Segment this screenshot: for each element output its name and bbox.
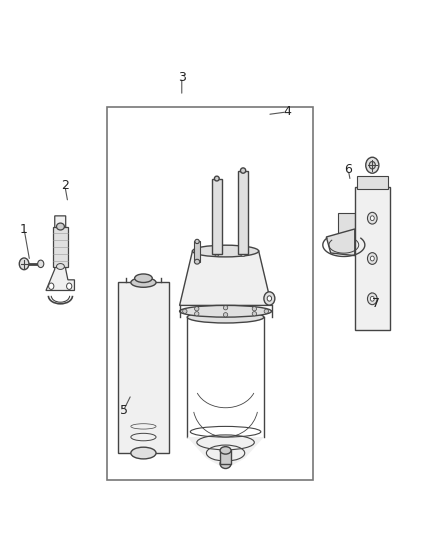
Bar — [238, 171, 248, 254]
Text: 7: 7 — [372, 297, 380, 310]
Text: 1: 1 — [20, 223, 28, 236]
Ellipse shape — [194, 312, 199, 316]
Ellipse shape — [366, 157, 379, 173]
Ellipse shape — [252, 306, 257, 311]
Ellipse shape — [38, 260, 44, 268]
Polygon shape — [326, 229, 355, 256]
Ellipse shape — [264, 309, 268, 313]
Bar — [53, 227, 68, 266]
Ellipse shape — [19, 258, 29, 270]
Ellipse shape — [131, 447, 156, 459]
Ellipse shape — [131, 278, 156, 287]
Ellipse shape — [180, 305, 272, 317]
Ellipse shape — [49, 283, 54, 289]
Bar — [355, 187, 390, 330]
Ellipse shape — [57, 223, 64, 230]
Ellipse shape — [220, 459, 231, 469]
Ellipse shape — [220, 447, 231, 454]
Ellipse shape — [370, 296, 374, 301]
Ellipse shape — [264, 292, 275, 305]
Ellipse shape — [223, 305, 228, 310]
Ellipse shape — [134, 274, 152, 282]
Bar — [118, 282, 169, 453]
Ellipse shape — [267, 296, 272, 301]
Ellipse shape — [367, 293, 377, 305]
Ellipse shape — [223, 313, 228, 317]
Ellipse shape — [240, 168, 246, 173]
Bar — [107, 107, 313, 480]
Bar — [212, 179, 222, 254]
Ellipse shape — [367, 212, 377, 224]
Text: 4: 4 — [283, 106, 291, 118]
Ellipse shape — [240, 251, 246, 256]
Ellipse shape — [370, 256, 374, 261]
Ellipse shape — [215, 176, 219, 181]
Ellipse shape — [369, 161, 375, 169]
Ellipse shape — [215, 251, 219, 256]
Ellipse shape — [194, 306, 199, 311]
Ellipse shape — [183, 309, 187, 313]
Ellipse shape — [252, 312, 257, 316]
Bar — [357, 176, 388, 189]
Polygon shape — [338, 213, 355, 243]
Polygon shape — [180, 251, 272, 305]
Polygon shape — [187, 437, 264, 469]
Bar — [220, 450, 231, 464]
Polygon shape — [46, 216, 74, 290]
Ellipse shape — [57, 263, 64, 270]
Ellipse shape — [367, 253, 377, 264]
Text: 2: 2 — [61, 179, 69, 192]
Text: 5: 5 — [120, 404, 127, 417]
Ellipse shape — [370, 216, 374, 221]
Text: 6: 6 — [344, 163, 352, 176]
Ellipse shape — [194, 259, 200, 264]
Text: 3: 3 — [178, 71, 186, 84]
Ellipse shape — [195, 239, 199, 244]
Ellipse shape — [67, 283, 72, 289]
Ellipse shape — [192, 245, 259, 257]
Ellipse shape — [187, 311, 264, 323]
Bar — [194, 241, 200, 262]
